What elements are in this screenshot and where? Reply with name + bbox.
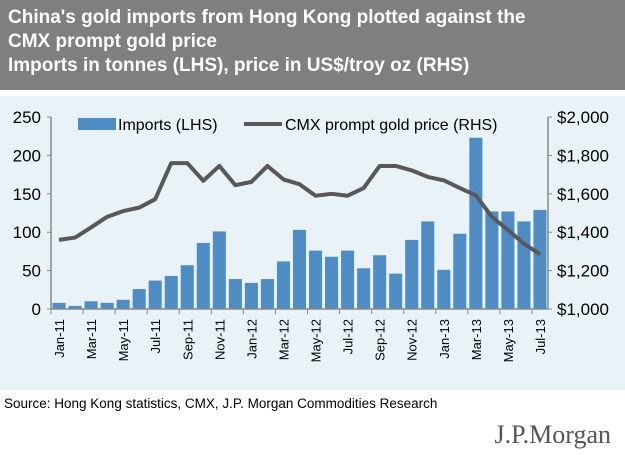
bar-Jun-11 (132, 289, 146, 309)
left-tick-label: 0 (32, 300, 41, 319)
x-tick-label: Jul-11 (148, 319, 163, 353)
bar-Jul-13 (533, 209, 547, 309)
bar-Dec-12 (421, 221, 435, 309)
bar-Apr-13 (485, 211, 499, 309)
bar-Apr-11 (100, 302, 114, 309)
right-tick-label: $1,000 (557, 300, 609, 319)
left-tick-label: 200 (13, 146, 41, 165)
x-tick-label: May-11 (116, 319, 131, 361)
bar-Oct-11 (196, 242, 210, 309)
left-tick-label: 100 (13, 223, 41, 242)
title-line-2: CMX prompt gold price (8, 31, 217, 52)
legend-label-imports: Imports (LHS) (118, 117, 218, 134)
left-tick-label: 150 (13, 185, 41, 204)
bar-Dec-11 (228, 279, 242, 309)
bar-Aug-11 (164, 275, 178, 309)
price-line (58, 161, 542, 256)
bar-May-13 (501, 211, 515, 309)
bar-Apr-12 (292, 229, 307, 309)
bar-Mar-11 (84, 301, 98, 309)
x-tick-label: Jul-12 (341, 319, 356, 354)
bar-Jan-11 (52, 302, 66, 309)
left-tick-label: 50 (22, 262, 41, 281)
bar-Feb-12 (260, 279, 274, 309)
bar-Mar-13 (469, 137, 483, 309)
right-tick-label: $1,400 (557, 223, 609, 242)
x-tick-label: Jan-13 (437, 319, 452, 359)
bar-Jul-12 (341, 250, 355, 309)
x-tick-label: May-12 (309, 319, 324, 362)
x-tick-label: Mar-13 (469, 319, 484, 360)
right-tick-label: $1,200 (557, 262, 609, 281)
bar-Jun-12 (325, 256, 339, 309)
title-line-1: China's gold imports from Hong Kong plot… (8, 7, 526, 28)
bar-Oct-12 (389, 273, 403, 309)
x-tick-label: May-13 (501, 319, 516, 362)
x-tick-label: Jan-12 (244, 319, 259, 359)
bar-Jun-13 (517, 221, 531, 309)
x-tick-label: Nov-12 (405, 319, 420, 361)
chart-title: China's gold imports from Hong Kong plot… (0, 0, 625, 90)
bar-Nov-12 (405, 239, 419, 309)
x-tick-label: Mar-11 (84, 319, 99, 359)
bar-Nov-11 (212, 231, 226, 309)
bar-Sep-11 (180, 265, 194, 309)
title-line-3: Imports in tonnes (LHS), price in US$/tr… (8, 55, 470, 76)
bar-Jan-13 (437, 269, 451, 309)
x-tick-label: Nov-11 (212, 319, 227, 360)
source-note: Source: Hong Kong statistics, CMX, J.P. … (4, 396, 438, 411)
x-tick-label: Sep-12 (373, 319, 388, 361)
x-tick-label: Sep-11 (180, 319, 195, 360)
jpmorgan-logo: J.P.Morgan (494, 420, 611, 449)
bar-Feb-11 (68, 305, 82, 309)
legend-swatch-imports (78, 118, 116, 130)
x-tick-label: Jan-11 (52, 319, 67, 358)
bar-Jul-11 (148, 280, 162, 309)
x-tick-label: Mar-12 (276, 319, 291, 360)
bar-May-11 (116, 299, 130, 309)
legend-label-price: CMX prompt gold price (RHS) (285, 117, 498, 134)
bar-May-12 (309, 250, 323, 309)
right-tick-label: $1,600 (557, 185, 609, 204)
bar-Jan-12 (244, 282, 258, 309)
x-tick-label: Jul-13 (533, 319, 548, 354)
bar-Aug-12 (357, 268, 371, 309)
bar-Feb-13 (453, 233, 467, 309)
right-tick-label: $1,800 (557, 146, 609, 165)
left-tick-label: 250 (13, 108, 41, 127)
right-tick-label: $2,000 (557, 108, 609, 127)
bar-Mar-12 (276, 261, 290, 309)
bar-Sep-12 (373, 255, 387, 309)
